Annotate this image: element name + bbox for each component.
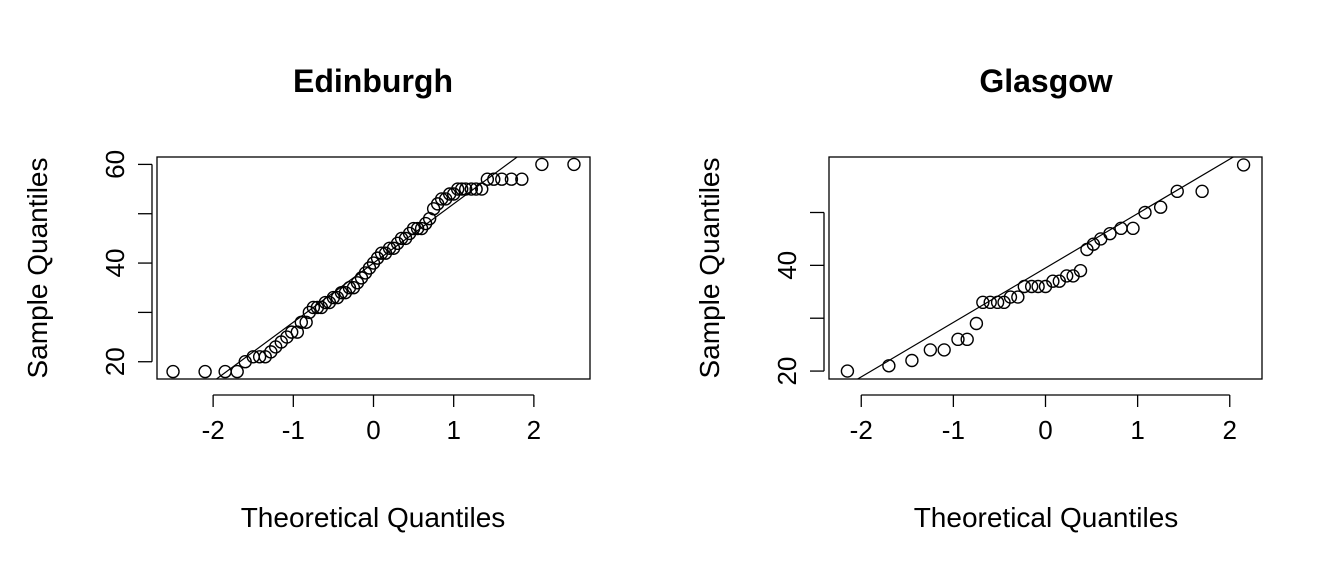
glasgow-data-point bbox=[1170, 184, 1184, 199]
edinburgh-data-point bbox=[464, 182, 479, 196]
edinburgh-data-point bbox=[264, 345, 278, 359]
glasgow-data-point bbox=[1103, 226, 1117, 241]
edinburgh-y-tick-label: 40 bbox=[100, 249, 130, 278]
edinburgh-data-point bbox=[306, 300, 321, 315]
edinburgh-data-point bbox=[469, 182, 483, 196]
edinburgh-data-point bbox=[515, 172, 529, 186]
glasgow-data-point bbox=[1059, 269, 1074, 283]
glasgow-data-point bbox=[990, 295, 1005, 310]
edinburgh-data-point bbox=[450, 182, 465, 196]
glasgow-x-tick-label: -2 bbox=[850, 415, 873, 445]
glasgow-x-tick-label: 2 bbox=[1223, 415, 1237, 445]
glasgow-x-tick-label: 0 bbox=[1038, 415, 1052, 445]
edinburgh-data-point bbox=[535, 157, 549, 172]
edinburgh-y-tick-label: 20 bbox=[100, 347, 130, 376]
edinburgh-data-point bbox=[252, 350, 267, 364]
edinburgh-y-tick-label: 60 bbox=[100, 150, 130, 179]
edinburgh-points bbox=[166, 157, 581, 379]
glasgow-data-point bbox=[937, 343, 951, 357]
edinburgh-data-point bbox=[455, 182, 469, 196]
edinburgh-data-point bbox=[480, 172, 495, 186]
glasgow-qq-panel: Glasgow Theoretical Quantiles Sample Qua… bbox=[694, 63, 1263, 533]
glasgow-ticks: -2 -1 0 1 2 20 40 bbox=[772, 211, 1237, 445]
glasgow-plot-frame bbox=[828, 156, 1263, 380]
glasgow-y-tick-label: 40 bbox=[772, 251, 802, 280]
glasgow-data-point bbox=[1236, 158, 1251, 172]
edinburgh-qq-panel: Edinburgh Theoretical Quantiles Sample Q… bbox=[22, 63, 591, 533]
edinburgh-data-point bbox=[198, 364, 212, 379]
edinburgh-x-tick-label: -2 bbox=[202, 415, 225, 445]
glasgow-x-tick-label: 1 bbox=[1130, 415, 1144, 445]
edinburgh-data-point bbox=[294, 315, 309, 329]
glasgow-data-point bbox=[1011, 290, 1025, 304]
glasgow-title: Glasgow bbox=[979, 63, 1112, 99]
glasgow-data-point bbox=[1024, 279, 1039, 294]
glasgow-data-point bbox=[976, 295, 990, 310]
glasgow-data-point bbox=[1073, 263, 1088, 278]
edinburgh-data-point bbox=[218, 364, 232, 379]
glasgow-y-tick-label: 20 bbox=[772, 357, 802, 386]
glasgow-data-point bbox=[1126, 221, 1140, 236]
glasgow-data-point bbox=[882, 359, 896, 373]
glasgow-x-tick-label: -1 bbox=[942, 415, 965, 445]
glasgow-y-axis-label: Sample Quantiles bbox=[694, 157, 725, 378]
glasgow-data-point bbox=[983, 295, 997, 310]
edinburgh-x-tick-label: -1 bbox=[282, 415, 305, 445]
glasgow-points bbox=[840, 157, 1251, 379]
glasgow-data-point bbox=[1003, 290, 1018, 304]
edinburgh-data-point bbox=[495, 172, 509, 186]
glasgow-data-point bbox=[960, 332, 974, 347]
glasgow-data-point bbox=[1046, 274, 1060, 288]
edinburgh-ticks: -2 -1 0 1 2 20 40 60 bbox=[100, 150, 541, 445]
glasgow-data-point bbox=[1017, 279, 1032, 294]
glasgow-data-point bbox=[1138, 205, 1152, 220]
glasgow-x-axis-label: Theoretical Quantiles bbox=[914, 502, 1179, 533]
edinburgh-data-point bbox=[504, 172, 519, 186]
glasgow-data-point bbox=[1153, 200, 1168, 214]
edinburgh-plot-frame bbox=[156, 156, 591, 380]
glasgow-data-point bbox=[905, 353, 919, 368]
edinburgh-data-point bbox=[475, 182, 489, 196]
edinburgh-x-tick-label: 1 bbox=[446, 415, 460, 445]
edinburgh-data-point bbox=[487, 172, 501, 186]
glasgow-data-point bbox=[969, 316, 984, 331]
glasgow-data-point bbox=[951, 332, 965, 347]
edinburgh-data-point bbox=[285, 325, 299, 339]
glasgow-data-point bbox=[1195, 184, 1209, 199]
glasgow-qq-reference-line bbox=[856, 157, 1235, 379]
glasgow-data-point bbox=[923, 343, 938, 357]
edinburgh-data-point bbox=[406, 221, 421, 236]
glasgow-data-point bbox=[1031, 279, 1045, 294]
edinburgh-data-point bbox=[299, 315, 313, 329]
edinburgh-title: Edinburgh bbox=[293, 63, 453, 99]
edinburgh-data-point bbox=[166, 364, 180, 379]
glasgow-data-point bbox=[840, 364, 855, 378]
glasgow-data-point bbox=[1114, 221, 1128, 236]
edinburgh-x-axis-label: Theoretical Quantiles bbox=[241, 502, 506, 533]
edinburgh-x-tick-label: 0 bbox=[366, 415, 380, 445]
edinburgh-y-axis-label: Sample Quantiles bbox=[22, 157, 53, 378]
edinburgh-data-point bbox=[459, 182, 473, 196]
edinburgh-data-point bbox=[230, 364, 244, 379]
edinburgh-x-tick-label: 2 bbox=[527, 415, 541, 445]
edinburgh-data-point bbox=[567, 157, 581, 172]
